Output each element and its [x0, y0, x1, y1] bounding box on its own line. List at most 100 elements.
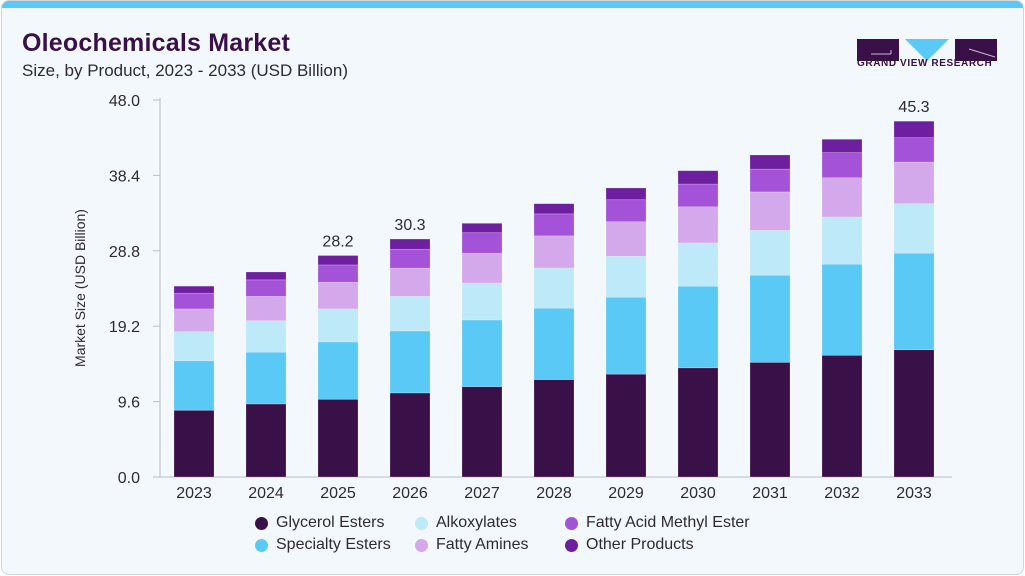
- bar-segment-other-products-2025: [317, 255, 359, 266]
- bar-segment-alkoxylates-2023: [173, 331, 215, 362]
- bar-segment-fatty-amines-2032: [821, 177, 863, 218]
- y-tick-label: 0.0: [118, 470, 140, 487]
- accent-stripe: [2, 1, 1023, 8]
- bar-segment-glycerol-esters-2030: [677, 367, 719, 478]
- legend-label: Specialty Esters: [276, 536, 391, 553]
- legend: Glycerol Esters Alkoxylates Fatty Acid Met…: [255, 514, 785, 554]
- legend-item: Fatty Acid Methyl Ester: [565, 514, 785, 532]
- total-data-label: 28.2: [322, 234, 353, 251]
- bar-segment-other-products-2028: [533, 203, 575, 215]
- bar-segment-alkoxylates-2030: [677, 242, 719, 287]
- legend-item: Glycerol Esters: [255, 514, 415, 532]
- legend-label: Alkoxylates: [436, 514, 517, 531]
- legend-label: Glycerol Esters: [276, 514, 385, 531]
- x-tick-label: 2031: [752, 485, 788, 502]
- bar-segment-fatty-acid-methyl-ester-2032: [821, 152, 863, 179]
- bar-segment-fatty-amines-2029: [605, 221, 647, 257]
- bar-segment-alkoxylates-2032: [821, 216, 863, 265]
- bar-segment-specialty-esters-2023: [173, 360, 215, 411]
- legend-label: Fatty Amines: [436, 536, 529, 553]
- bar-segment-other-products-2032: [821, 138, 863, 153]
- bar-segment-other-products-2031: [749, 154, 791, 170]
- bar-segment-fatty-acid-methyl-ester-2029: [605, 199, 647, 223]
- bar-segment-alkoxylates-2028: [533, 267, 575, 309]
- x-tick-label: 2025: [320, 485, 356, 502]
- bar-segment-other-products-2023: [173, 285, 215, 294]
- bar-segment-glycerol-esters-2028: [533, 379, 575, 478]
- legend-swatch: [255, 538, 268, 552]
- bar-segment-glycerol-esters-2032: [821, 354, 863, 478]
- bar-segment-specialty-esters-2025: [317, 341, 359, 400]
- bar-segment-fatty-amines-2024: [245, 296, 287, 322]
- x-tick-label: 2027: [464, 485, 500, 502]
- bar-segment-other-products-2024: [245, 271, 287, 281]
- bar-segment-glycerol-esters-2031: [749, 362, 791, 478]
- x-tick-label: 2032: [824, 485, 860, 502]
- bar-segment-fatty-amines-2023: [173, 308, 215, 332]
- x-tick-label: 2024: [248, 485, 284, 502]
- bar-segment-other-products-2026: [389, 238, 431, 250]
- bar-segment-specialty-esters-2031: [749, 274, 791, 363]
- chart-title: Oleochemicals Market: [22, 29, 291, 57]
- bar-segment-fatty-acid-methyl-ester-2024: [245, 279, 287, 297]
- bar-segment-glycerol-esters-2029: [605, 373, 647, 478]
- chart-subtitle: Size, by Product, 2023 - 2033 (USD Billi…: [22, 61, 348, 80]
- bar-segment-specialty-esters-2026: [389, 330, 431, 394]
- legend-swatch: [565, 516, 578, 530]
- bar-segment-fatty-acid-methyl-ester-2023: [173, 292, 215, 310]
- legend-swatch: [255, 516, 268, 530]
- bar-segment-fatty-acid-methyl-ester-2027: [461, 232, 503, 254]
- bar-segment-specialty-esters-2024: [245, 351, 287, 405]
- bar-segment-other-products-2030: [677, 170, 719, 185]
- bar-segment-fatty-acid-methyl-ester-2026: [389, 248, 431, 269]
- bar-segment-glycerol-esters-2025: [317, 398, 359, 478]
- y-tick-label: 28.8: [109, 244, 140, 261]
- legend-swatch: [565, 538, 578, 552]
- y-tick-label: 9.6: [118, 395, 140, 412]
- bar-segment-fatty-amines-2026: [389, 267, 431, 297]
- x-tick-label: 2023: [176, 485, 212, 502]
- legend-label: Fatty Acid Methyl Ester: [586, 514, 750, 531]
- bar-segment-specialty-esters-2027: [461, 319, 503, 387]
- logo-text: GRAND VIEW RESEARCH: [857, 58, 993, 69]
- bar-segment-fatty-amines-2030: [677, 206, 719, 244]
- bar-segment-alkoxylates-2026: [389, 296, 431, 332]
- grand-view-research-logo: [857, 39, 997, 61]
- bar-segment-alkoxylates-2025: [317, 308, 359, 343]
- bar-segment-glycerol-esters-2023: [173, 409, 215, 478]
- x-tick-label: 2033: [896, 485, 932, 502]
- bar-segment-fatty-amines-2031: [749, 191, 791, 231]
- y-axis-title: Market Size (USD Billion): [72, 209, 88, 367]
- bar-segment-fatty-amines-2028: [533, 235, 575, 269]
- x-tick-label: 2030: [680, 485, 716, 502]
- legend-swatch: [415, 538, 428, 552]
- legend-item: Other Products: [565, 536, 785, 554]
- bar-segment-alkoxylates-2031: [749, 230, 791, 276]
- bar-segment-specialty-esters-2029: [605, 296, 647, 375]
- total-data-label: 45.3: [898, 99, 929, 116]
- bar-segment-alkoxylates-2029: [605, 255, 647, 298]
- bar-segment-glycerol-esters-2033: [893, 349, 935, 478]
- bar-segment-other-products-2033: [893, 120, 935, 139]
- bar-segment-fatty-amines-2033: [893, 161, 935, 204]
- bar-segment-alkoxylates-2027: [461, 282, 503, 321]
- bar-segment-fatty-acid-methyl-ester-2030: [677, 183, 719, 208]
- bar-segment-fatty-amines-2025: [317, 281, 359, 310]
- legend-item: Specialty Esters: [255, 536, 415, 554]
- bar-segment-glycerol-esters-2027: [461, 386, 503, 478]
- legend-item: Alkoxylates: [415, 514, 565, 532]
- bar-segment-fatty-amines-2027: [461, 252, 503, 284]
- y-tick-label: 19.2: [109, 319, 140, 336]
- bar-segment-fatty-acid-methyl-ester-2028: [533, 213, 575, 237]
- x-tick-label: 2028: [536, 485, 572, 502]
- y-tick-label: 48.0: [109, 93, 140, 110]
- bar-segment-alkoxylates-2033: [893, 203, 935, 254]
- bar-segment-other-products-2027: [461, 223, 503, 234]
- legend-swatch: [415, 516, 428, 530]
- bar-segment-other-products-2029: [605, 187, 647, 201]
- legend-label: Other Products: [586, 536, 694, 553]
- bar-segment-fatty-acid-methyl-ester-2033: [893, 137, 935, 163]
- bar-segment-specialty-esters-2032: [821, 263, 863, 356]
- y-tick-label: 38.4: [109, 168, 140, 185]
